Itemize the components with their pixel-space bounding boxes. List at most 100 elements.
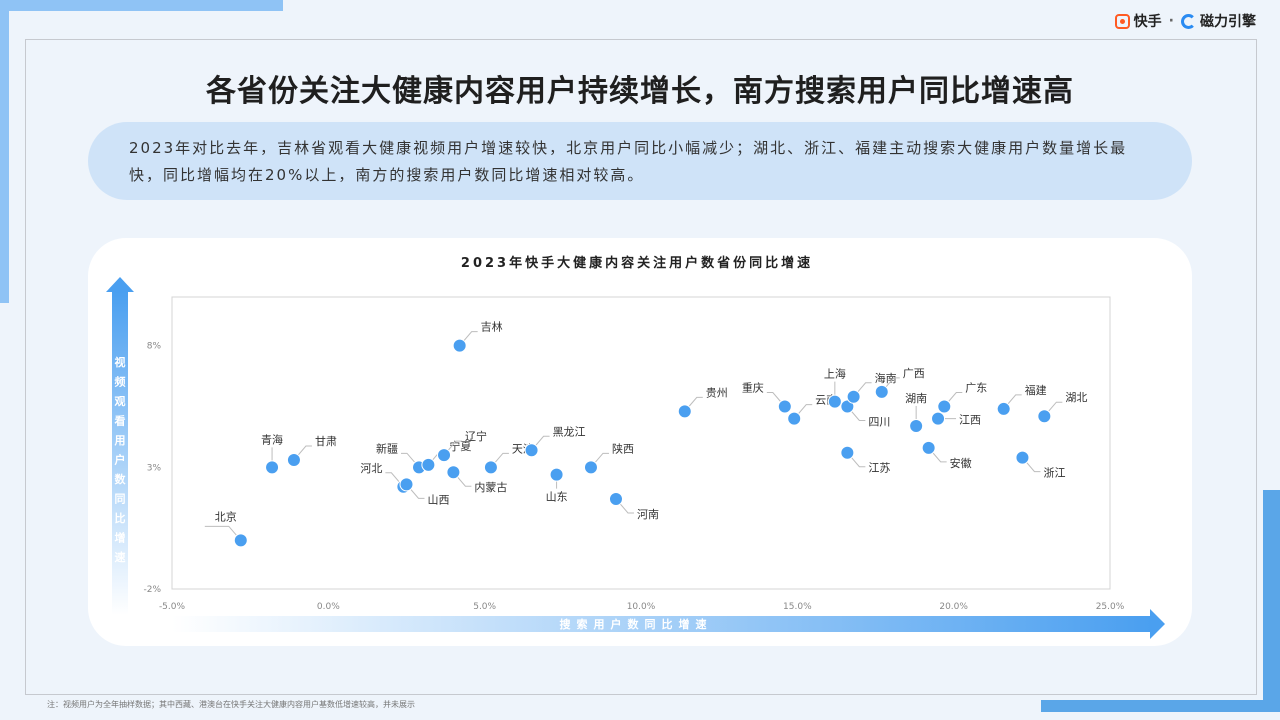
point-江西: 江西 <box>931 411 981 427</box>
y-tick-label: -2% <box>143 585 161 595</box>
scatter-point <box>446 465 461 480</box>
x-tick-label: 0.0% <box>317 602 340 612</box>
point-湖南: 湖南 <box>905 392 927 433</box>
decor-right-bar <box>1263 490 1280 712</box>
point-label: 河南 <box>637 508 659 521</box>
point-label: 安徽 <box>950 456 972 470</box>
chart-panel <box>88 238 1192 646</box>
scatter-point <box>549 467 564 482</box>
point-label: 甘肃 <box>315 435 337 448</box>
summary-callout: 2023年对比去年，吉林省观看大健康视频用户增速较快，北京用户同比小幅减少；湖北… <box>88 122 1192 200</box>
point-辽宁: 辽宁 <box>437 429 487 463</box>
scatter-point <box>937 399 952 414</box>
point-青海: 青海 <box>261 432 283 475</box>
scatter-point <box>921 440 936 455</box>
point-山西: 山西 <box>399 477 450 506</box>
point-海南: 海南 <box>846 371 897 404</box>
point-甘肃: 甘肃 <box>286 435 337 468</box>
brand-logo: 快手 · 磁力引擎 <box>1114 10 1256 32</box>
point-label: 新疆 <box>376 441 398 455</box>
scatter-point <box>827 394 842 409</box>
scatter-point <box>265 460 280 475</box>
scatter-point <box>996 401 1011 416</box>
brand-separator: · <box>1168 13 1174 29</box>
scatter-point <box>846 389 861 404</box>
point-label: 重庆 <box>742 381 764 395</box>
y-axis-label-char: 速 <box>115 550 126 564</box>
x-axis-arrow-shaft <box>172 616 1152 632</box>
point-内蒙古: 内蒙古 <box>446 465 507 494</box>
point-江苏: 江苏 <box>840 445 890 475</box>
x-tick-label: 20.0% <box>939 602 968 612</box>
y-tick-label: 3% <box>147 463 162 473</box>
point-山东: 山东 <box>546 467 568 504</box>
x-axis-arrow-head <box>1150 609 1165 639</box>
y-axis-label-char: 视 <box>115 355 126 369</box>
point-广东: 广东 <box>937 382 987 414</box>
point-label: 辽宁 <box>465 429 487 443</box>
y-axis-label-char: 同 <box>115 493 126 506</box>
point-吉林: 吉林 <box>452 320 503 353</box>
x-tick-label: 15.0% <box>783 602 812 612</box>
decor-top-bar <box>0 0 283 11</box>
point-label: 湖南 <box>905 392 927 405</box>
scatter-point <box>777 399 792 414</box>
point-福建: 福建 <box>996 383 1047 416</box>
scatter-point <box>421 457 436 472</box>
point-label: 陕西 <box>612 441 634 455</box>
point-label: 北京 <box>215 509 237 523</box>
footnote: 注：视频用户为全年抽样数据；其中西藏、港澳台在快手关注大健康内容用户基数低增速较… <box>47 700 415 709</box>
point-label: 广东 <box>965 382 987 395</box>
decor-bottom-bar <box>1041 700 1280 712</box>
point-label: 浙江 <box>1043 467 1065 480</box>
x-axis-label: 搜索用户数同比增速 <box>560 617 713 631</box>
y-tick-label: 8% <box>147 342 162 352</box>
point-label: 河北 <box>360 462 382 475</box>
x-tick-label: 25.0% <box>1096 602 1125 612</box>
y-axis-label-char: 用 <box>115 434 126 447</box>
point-上海: 上海 <box>824 367 846 409</box>
scatter-point <box>583 460 598 475</box>
scatter-point <box>437 448 452 463</box>
scatter-point <box>787 411 802 426</box>
point-label: 四川 <box>868 416 890 429</box>
cili-logo-icon <box>1181 13 1196 29</box>
scatter-point <box>840 399 855 414</box>
x-tick-label: -5.0% <box>159 602 186 612</box>
y-axis-label-char: 比 <box>115 511 126 525</box>
scatter-point <box>874 384 889 399</box>
point-湖北: 湖北 <box>1037 391 1087 424</box>
plot-area <box>171 296 1111 590</box>
scatter-point <box>840 445 855 460</box>
decor-left-bar <box>0 0 9 303</box>
point-浙江: 浙江 <box>1015 450 1065 480</box>
scatter-point <box>483 460 498 475</box>
point-label: 黑龙江 <box>553 425 586 438</box>
chart-title: 2023年快手大健康内容关注用户数省份同比增速 <box>461 255 813 271</box>
scatter-point <box>1037 409 1052 424</box>
point-label: 内蒙古 <box>474 480 507 494</box>
point-label: 青海 <box>261 432 283 446</box>
point-重庆: 重庆 <box>742 381 792 414</box>
scatter-point <box>452 338 467 353</box>
point-新疆: 新疆 <box>376 441 427 475</box>
point-label: 贵州 <box>706 386 728 399</box>
point-label: 江西 <box>959 414 981 427</box>
y-axis-label-char: 看 <box>115 414 126 428</box>
point-label: 湖北 <box>1065 391 1087 404</box>
point-广西: 广西 <box>874 367 925 399</box>
point-河南: 河南 <box>608 491 659 521</box>
scatter-point <box>677 404 692 419</box>
brand-cili: 磁力引擎 <box>1200 14 1256 30</box>
point-label: 山西 <box>428 493 450 506</box>
point-label: 上海 <box>824 367 846 381</box>
point-label: 江苏 <box>868 462 890 475</box>
kuaishou-logo-icon <box>1114 13 1130 29</box>
y-axis-arrow-shaft <box>112 292 128 615</box>
scatter-point <box>399 477 414 492</box>
point-北京: 北京 <box>204 509 248 548</box>
scatter-point <box>286 453 301 468</box>
x-tick-label: 10.0% <box>627 602 656 612</box>
